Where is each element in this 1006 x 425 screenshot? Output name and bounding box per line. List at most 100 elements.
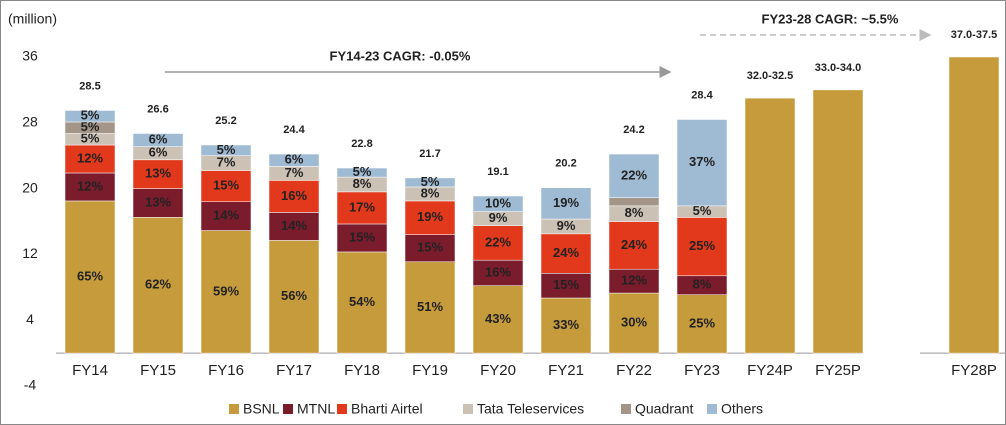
- bar-segment: [608, 197, 660, 207]
- legend-swatch: [337, 404, 347, 414]
- bar-segment: [676, 294, 728, 354]
- bar-label: 12%: [77, 178, 103, 193]
- bar-segment: [540, 233, 592, 274]
- legend-label: MTNL: [297, 401, 335, 417]
- bar-label: 12%: [77, 150, 103, 165]
- bar-segment: [472, 225, 524, 261]
- bar-label: 15%: [417, 240, 443, 255]
- y-tick-label: 12: [22, 245, 38, 261]
- bar-label: 15%: [349, 229, 375, 244]
- total-label: 24.2: [623, 124, 644, 136]
- legend-swatch: [621, 404, 631, 414]
- bar-segment: [200, 201, 252, 231]
- y-tick-label: 28: [22, 114, 38, 130]
- bar-segment: [200, 230, 252, 354]
- bar-segment: [812, 89, 864, 354]
- bar-label: 51%: [417, 299, 443, 314]
- x-tick-label: FY20: [480, 362, 516, 379]
- bar-label: 6%: [149, 145, 168, 160]
- legend-label: Bharti Airtel: [351, 401, 423, 417]
- legend-label: Quadrant: [635, 401, 693, 417]
- bar-label: 33%: [553, 317, 579, 332]
- bar-label: 16%: [485, 264, 511, 279]
- total-label: 20.2: [555, 158, 576, 170]
- bar-label: 5%: [421, 174, 440, 189]
- legend-label: Others: [721, 401, 763, 417]
- bar-segment: [608, 221, 660, 270]
- total-label: 32.0-32.5: [747, 70, 793, 82]
- bar-label: 43%: [485, 311, 511, 326]
- bar-label: 5%: [353, 164, 372, 179]
- bar-label: 8%: [625, 205, 644, 220]
- bar-segment: [64, 110, 116, 123]
- x-tick-label: FY21: [548, 362, 584, 379]
- bar-label: 7%: [285, 165, 304, 180]
- legend-swatch: [707, 404, 717, 414]
- total-label: 26.6: [147, 103, 168, 115]
- x-tick-label: FY17: [276, 362, 312, 379]
- bar-label: 7%: [217, 155, 236, 170]
- legend-swatch: [463, 404, 473, 414]
- bar-label: 19%: [553, 195, 579, 210]
- total-label: 25.2: [215, 115, 236, 127]
- x-tick-label: FY23: [684, 362, 720, 379]
- bar-label: 5%: [693, 203, 712, 218]
- bar-label: 8%: [353, 176, 372, 191]
- bar-label: 14%: [281, 218, 307, 233]
- y-tick-label: 4: [26, 311, 34, 327]
- legend-swatch: [229, 404, 239, 414]
- x-tick-label: FY28P: [951, 362, 997, 379]
- bar-segment: [200, 144, 252, 156]
- x-tick-label: FY15: [140, 362, 176, 379]
- bar-label: 54%: [349, 294, 375, 309]
- bar-label: 5%: [217, 142, 236, 157]
- annotation: FY23-28 CAGR: ~5.5%: [762, 11, 899, 26]
- bar-label: 6%: [149, 132, 168, 147]
- bar-segment: [268, 180, 320, 213]
- bar-label: 56%: [281, 288, 307, 303]
- bar-label: 9%: [557, 218, 576, 233]
- x-tick-label: FY19: [412, 362, 448, 379]
- total-label: 22.8: [351, 138, 372, 150]
- bar-label: 13%: [145, 194, 171, 209]
- bar-label: 30%: [621, 315, 647, 330]
- bar-label: 6%: [285, 152, 304, 167]
- bar-label: 22%: [621, 167, 647, 182]
- legend-label: Tata Teleservices: [477, 401, 584, 417]
- total-label: 33.0-34.0: [815, 62, 861, 74]
- bar-segment: [472, 285, 524, 354]
- bar-segment: [200, 170, 252, 203]
- x-tick-label: FY14: [72, 362, 108, 379]
- bar-segment: [472, 259, 524, 286]
- x-tick-label: FY25P: [815, 362, 861, 379]
- bar-label: 22%: [485, 234, 511, 249]
- bar-label: 25%: [689, 238, 715, 253]
- bar-label: 16%: [281, 188, 307, 203]
- y-axis-label: (million): [8, 11, 57, 27]
- bar-segment: [608, 292, 660, 354]
- bar-segment: [336, 167, 388, 178]
- bar-segment: [132, 133, 184, 147]
- bar-segment: [64, 172, 116, 202]
- bar-label: 5%: [81, 131, 100, 146]
- bar-segment: [132, 188, 184, 218]
- bar-segment: [336, 191, 388, 225]
- bar-label: 62%: [145, 277, 171, 292]
- bar-label: 19%: [417, 209, 443, 224]
- total-label: 37.0-37.5: [951, 29, 997, 41]
- bar-label: 24%: [621, 237, 647, 252]
- bar-label: 17%: [349, 199, 375, 214]
- bar-label: 59%: [213, 283, 239, 298]
- x-tick-label: FY16: [208, 362, 244, 379]
- x-tick-label: FY18: [344, 362, 380, 379]
- bar-segment: [540, 187, 592, 220]
- total-label: 28.5: [79, 80, 100, 92]
- bar-label: 13%: [145, 166, 171, 181]
- bar-segment: [744, 97, 796, 354]
- bar-segment: [676, 217, 728, 277]
- bar-segment: [404, 200, 456, 235]
- bar-label: 8%: [693, 277, 712, 292]
- annotation: FY14-23 CAGR: -0.05%: [330, 48, 471, 63]
- bar-segment: [676, 119, 728, 207]
